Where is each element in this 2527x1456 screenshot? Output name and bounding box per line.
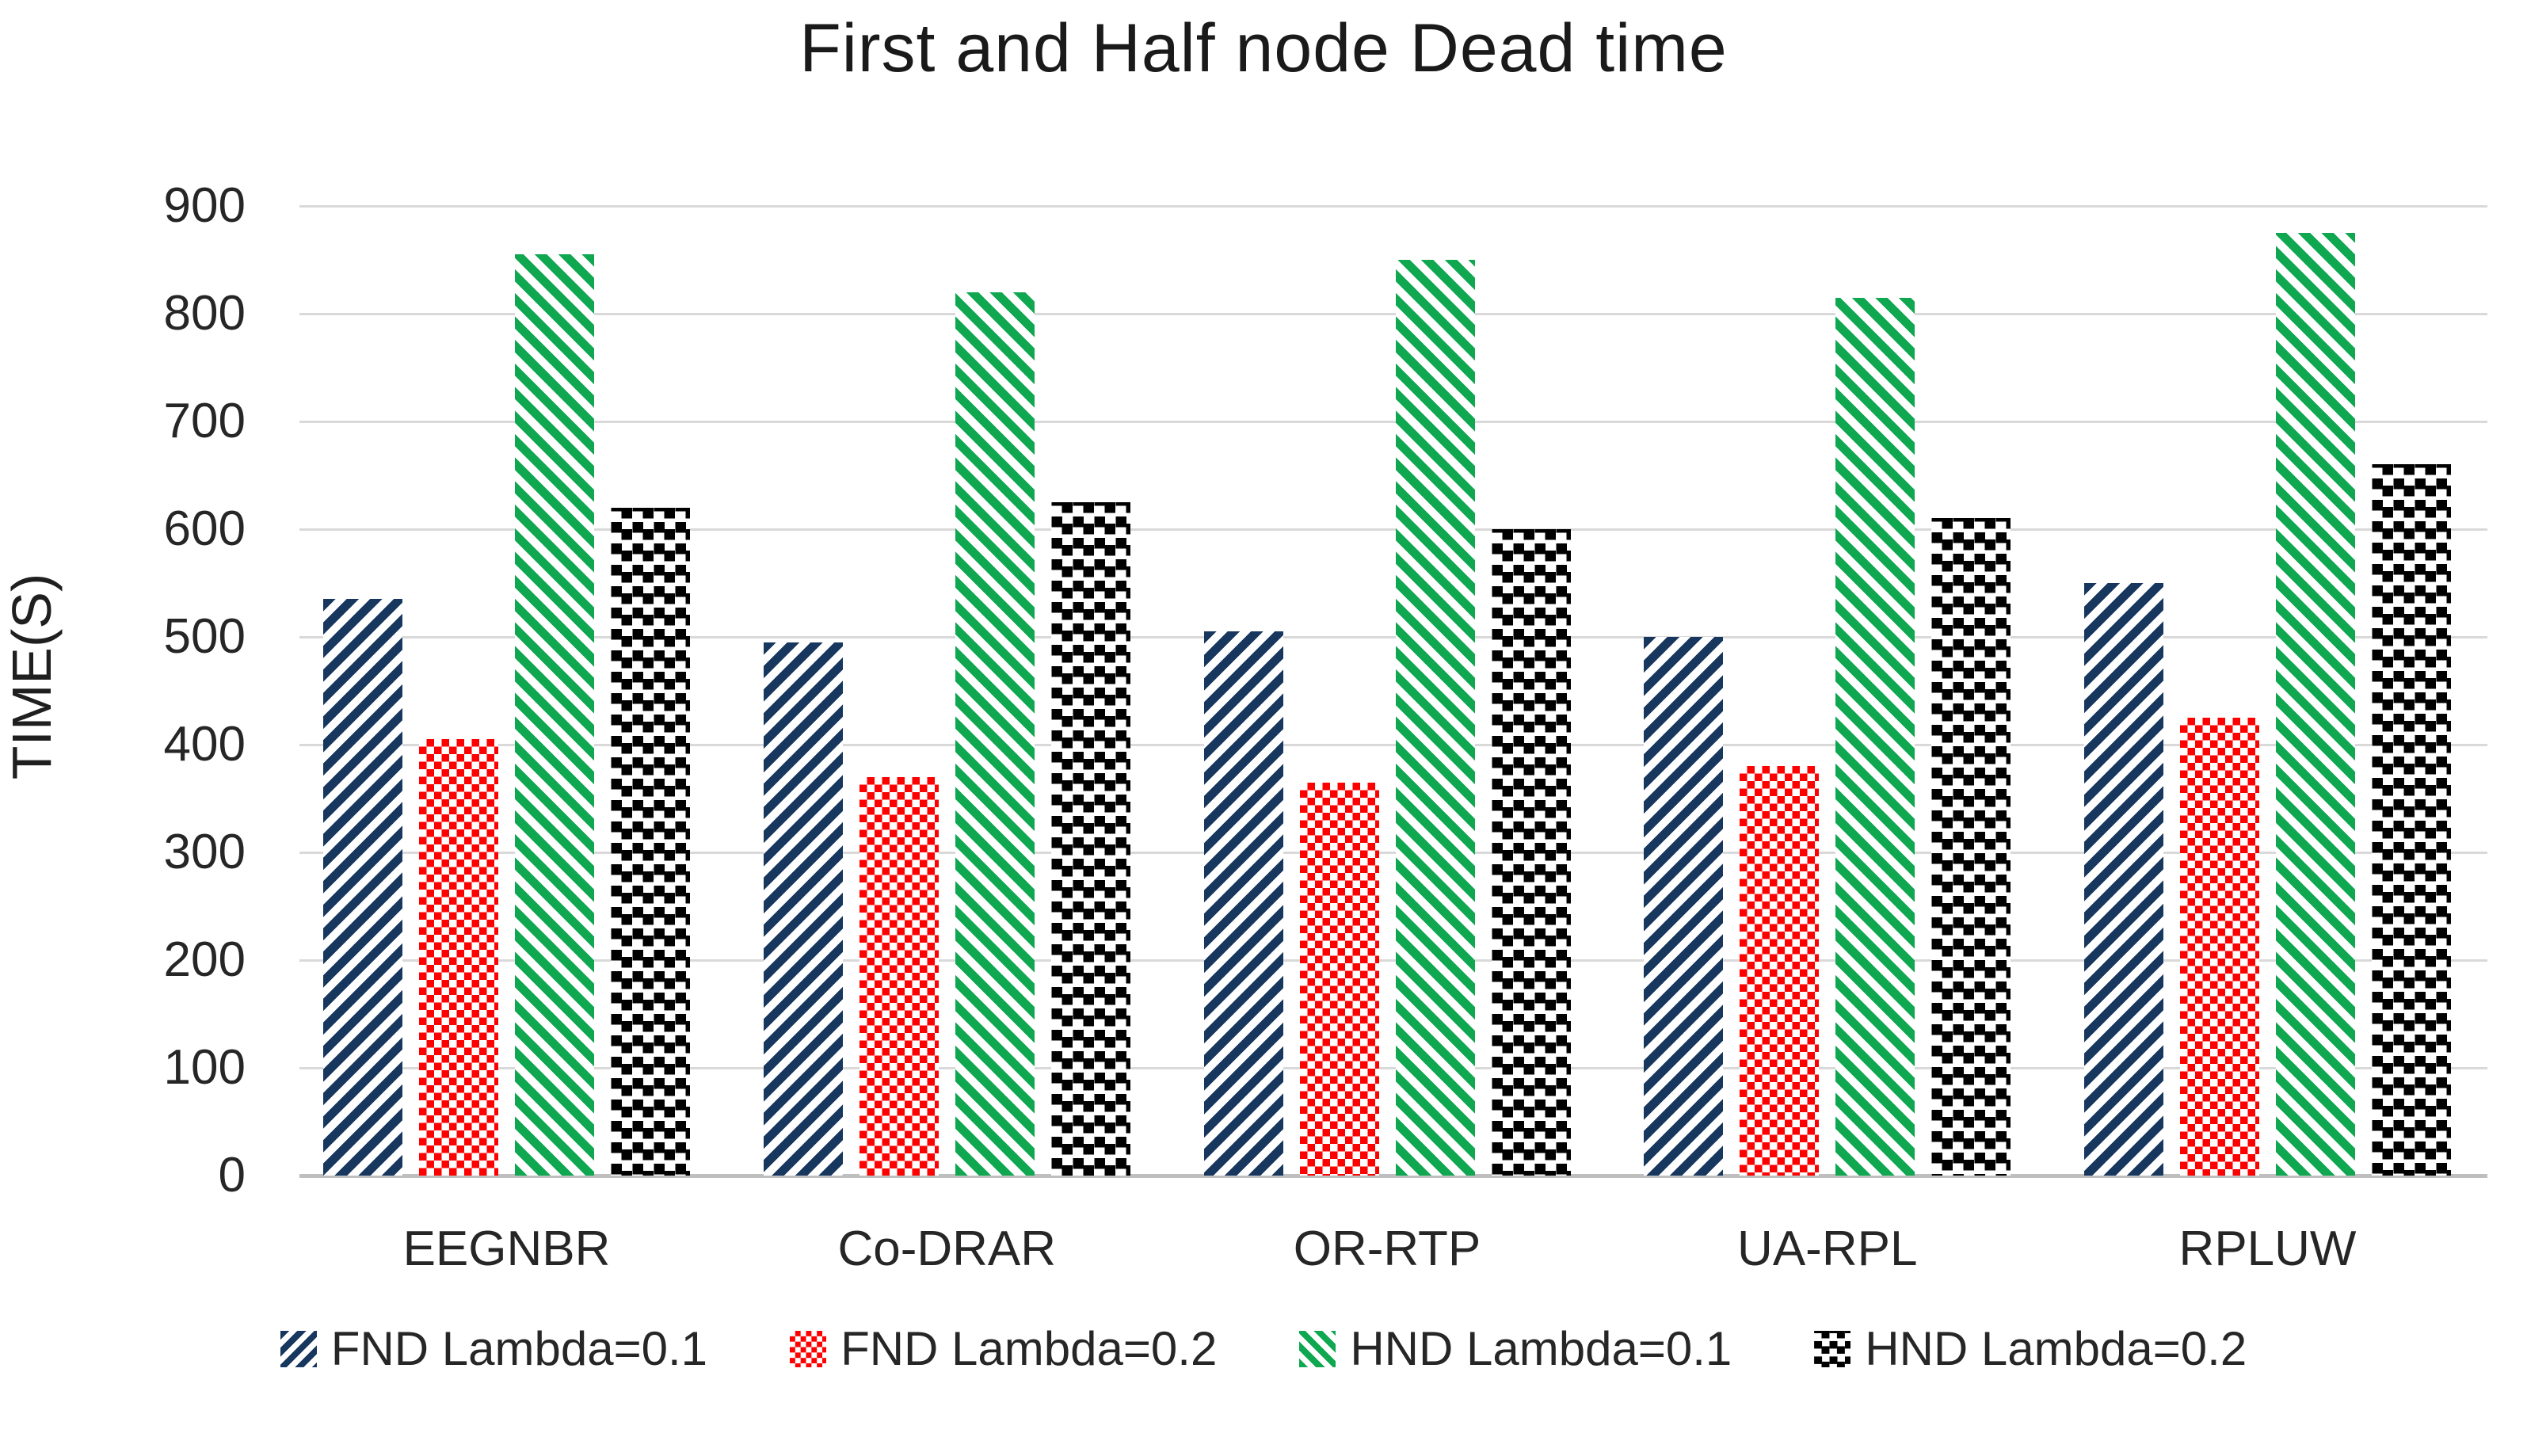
bar-group: UA-RPL <box>1644 206 2011 1276</box>
bar-group: Co-DRAR <box>763 206 1130 1276</box>
legend-item: FND Lambda=0.2 <box>790 1321 1217 1376</box>
bar <box>2084 583 2163 1176</box>
legend-item: HND Lambda=0.1 <box>1299 1321 1732 1376</box>
category-label: RPLUW <box>2178 1222 2357 1276</box>
legend-label: FND Lambda=0.1 <box>330 1322 708 1375</box>
legend: FND Lambda=0.1 FND Lambda=0.2 HND Lambda=0… <box>0 1321 2527 1376</box>
bar <box>1050 502 1130 1176</box>
bar <box>1491 529 1571 1176</box>
y-tick-label: 500 <box>163 609 246 664</box>
gridline <box>299 852 2487 854</box>
x-axis-line <box>299 1174 2487 1178</box>
category-label: UA-RPL <box>1737 1222 1918 1276</box>
bar <box>955 292 1035 1176</box>
y-tick-label: 700 <box>163 394 246 448</box>
gridline <box>299 421 2487 423</box>
y-tick-label: 300 <box>163 825 246 879</box>
category-label: Co-DRAR <box>837 1222 1057 1276</box>
legend-item: FND Lambda=0.1 <box>280 1321 707 1376</box>
y-tick-label: 600 <box>163 501 246 556</box>
y-tick-label: 400 <box>163 717 246 772</box>
legend-swatch-icon <box>1299 1330 1336 1367</box>
legend-label: HND Lambda=0.2 <box>1865 1322 2247 1375</box>
bar <box>763 642 843 1176</box>
gridline <box>299 313 2487 315</box>
chart-title: First and Half node Dead time <box>799 10 1728 86</box>
legend-label: FND Lambda=0.2 <box>840 1322 1218 1375</box>
bar-groups: EEGNBR Co-DRAR OR-RTP UA-RPL RPLUW <box>299 206 2487 1276</box>
bar-group: OR-RTP <box>1203 206 1571 1276</box>
y-tick-label: 900 <box>163 178 246 233</box>
gridline <box>299 205 2487 208</box>
y-tick-label: 800 <box>163 286 246 341</box>
legend-swatch-icon <box>1814 1330 1851 1367</box>
bar <box>419 739 498 1176</box>
bar <box>1931 518 2011 1176</box>
gridline <box>299 528 2487 531</box>
gridline <box>299 1067 2487 1069</box>
y-tick-label: 100 <box>163 1040 246 1095</box>
legend-item: HND Lambda=0.2 <box>1814 1321 2247 1376</box>
bar <box>859 776 939 1176</box>
bar <box>1644 637 1724 1176</box>
bar <box>2180 718 2259 1176</box>
bar <box>2372 464 2451 1176</box>
bar <box>1835 297 1915 1176</box>
bar <box>1203 631 1283 1176</box>
gridline <box>299 959 2487 962</box>
legend-swatch-icon <box>790 1330 827 1367</box>
gridline <box>299 744 2487 746</box>
bar <box>611 507 690 1176</box>
gridline <box>299 636 2487 638</box>
bar <box>1740 766 1820 1176</box>
category-label: EEGNBR <box>402 1222 611 1276</box>
y-tick-label: 0 <box>218 1148 246 1203</box>
plot-area <box>299 205 2487 1178</box>
bar <box>515 254 594 1176</box>
bar <box>323 599 402 1176</box>
bar-group: RPLUW <box>2084 206 2451 1276</box>
legend-label: HND Lambda=0.1 <box>1350 1322 1732 1375</box>
bar <box>1395 260 1475 1176</box>
category-label: OR-RTP <box>1293 1222 1481 1276</box>
bar-group: EEGNBR <box>323 206 690 1276</box>
y-tick-label: 200 <box>163 932 246 987</box>
bar <box>1299 782 1379 1176</box>
legend-swatch-icon <box>280 1330 317 1367</box>
bar <box>2276 233 2355 1176</box>
